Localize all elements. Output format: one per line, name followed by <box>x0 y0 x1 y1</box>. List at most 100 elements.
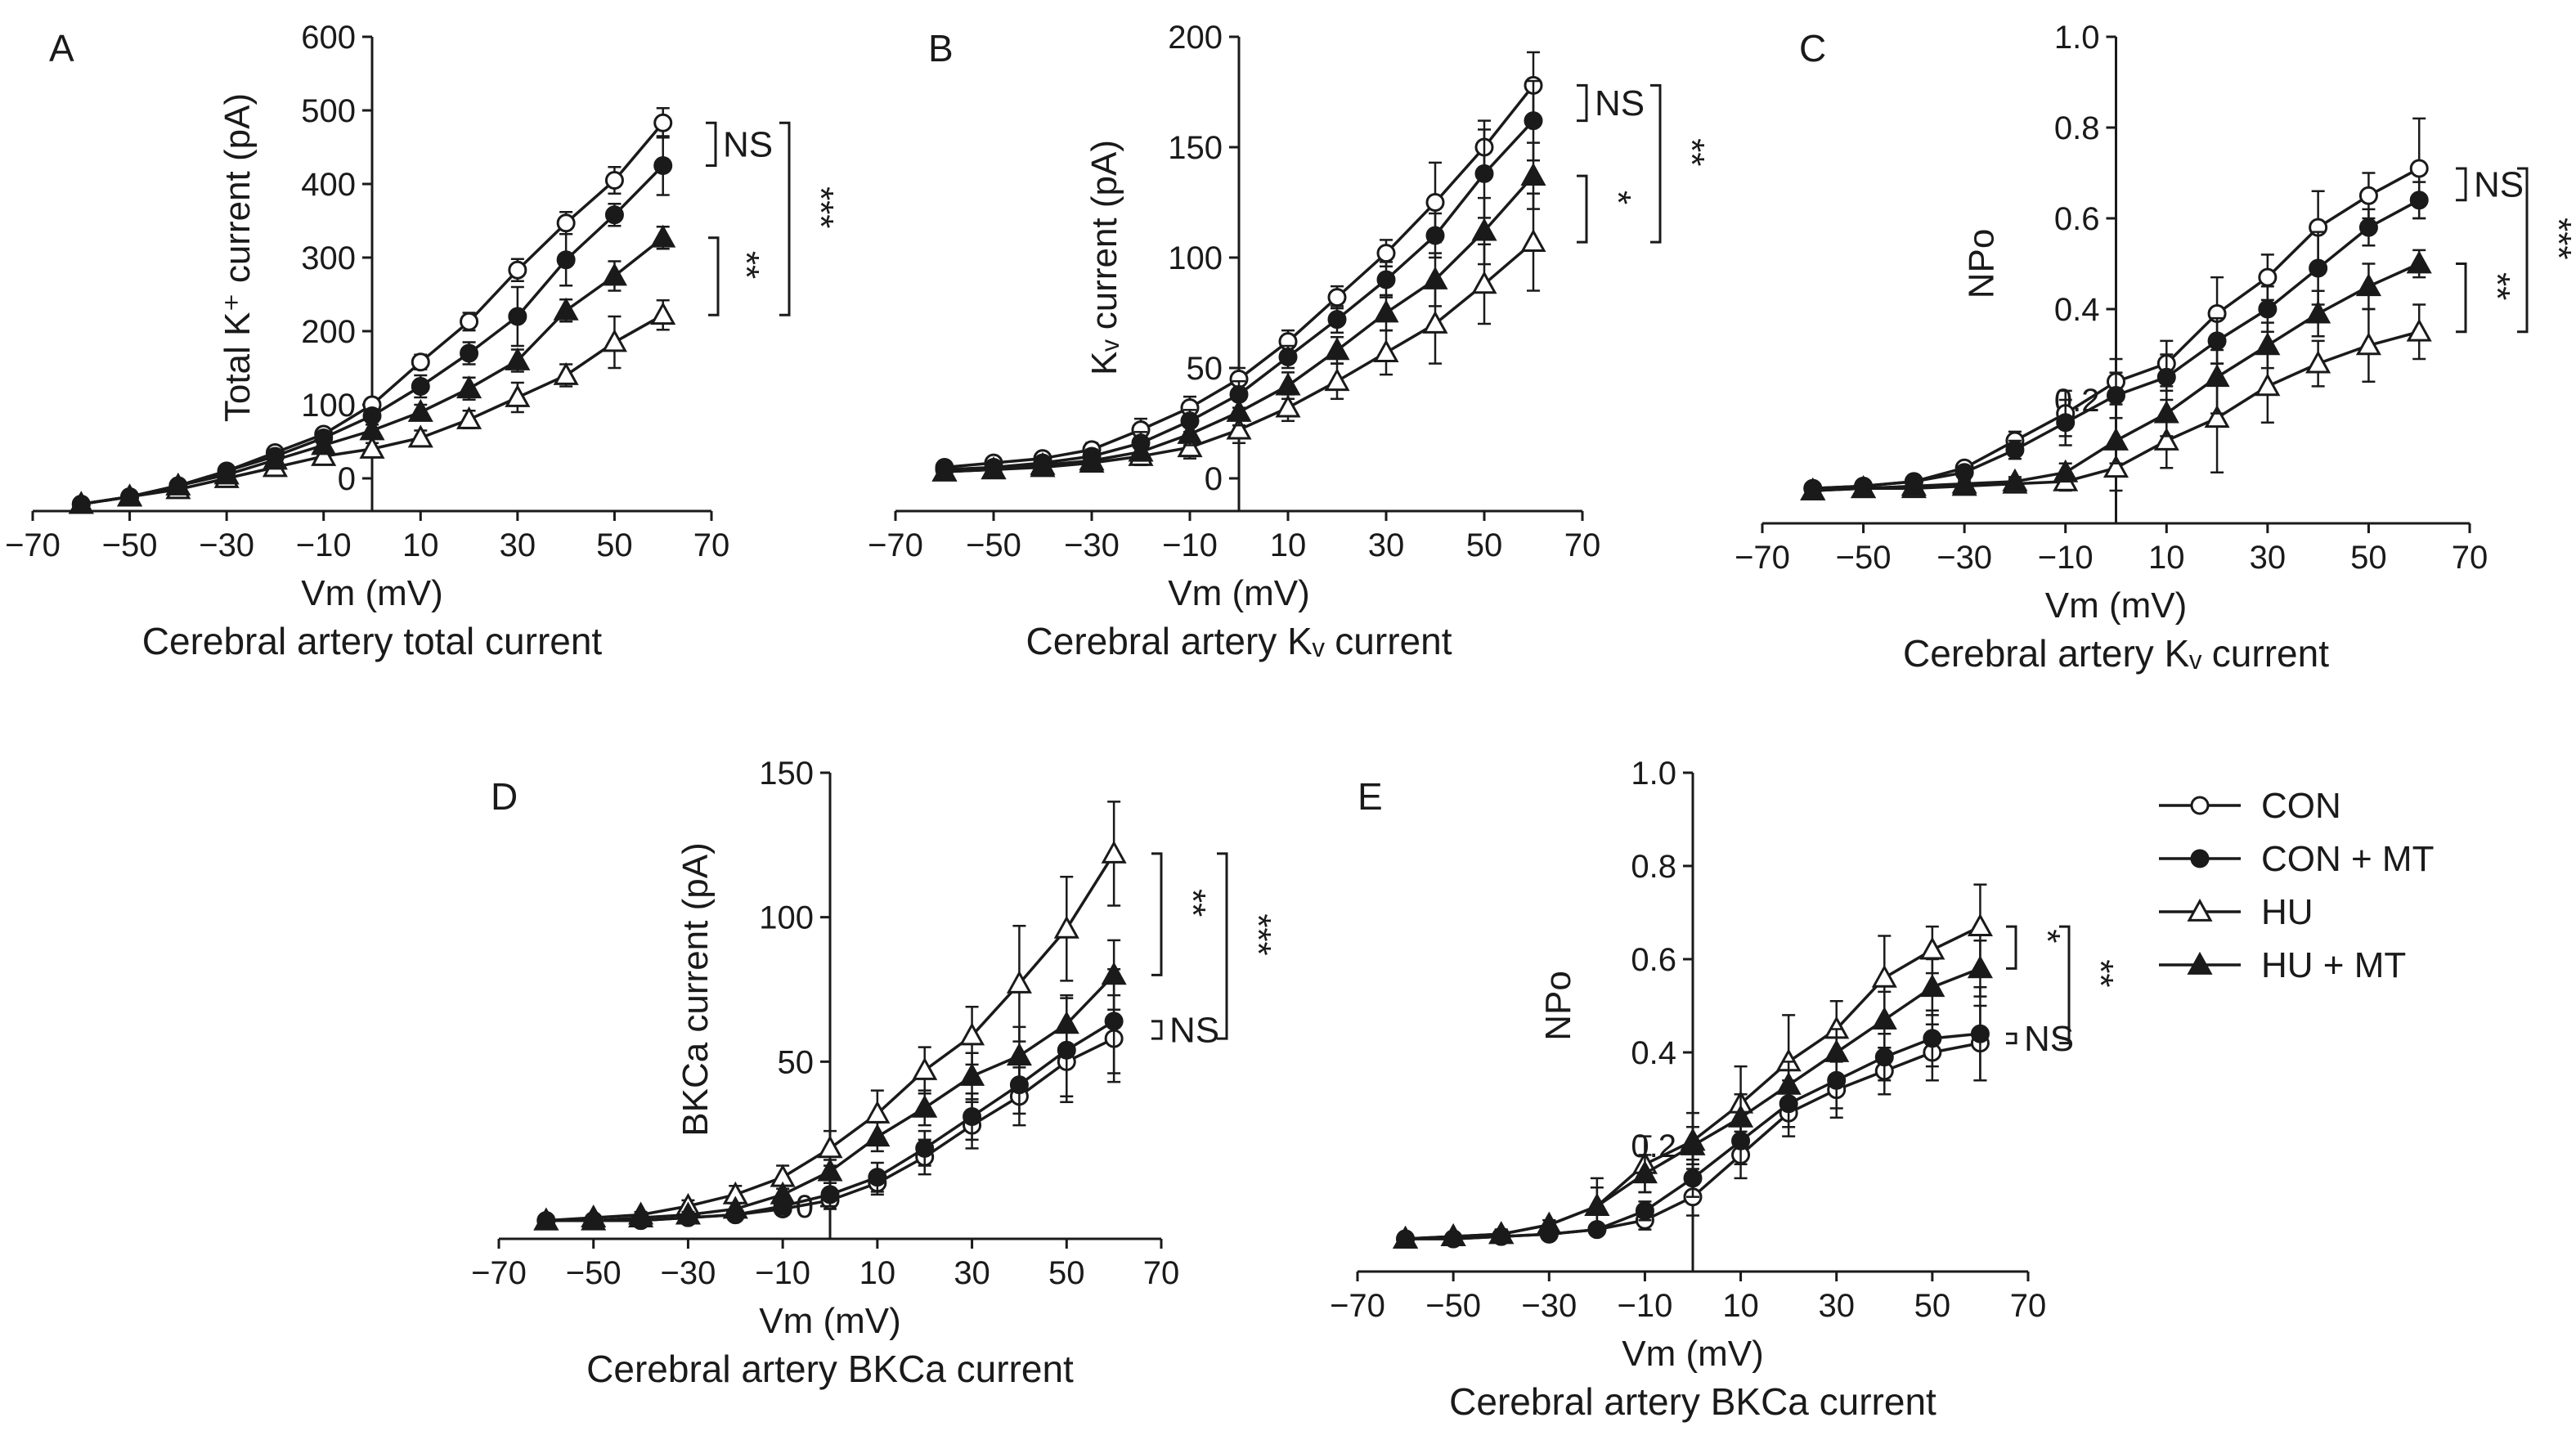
data-point <box>1324 368 1350 392</box>
data-point <box>963 1106 982 1126</box>
data-point <box>213 461 240 485</box>
legend-label: CON + MT <box>2261 839 2434 879</box>
x-tick-label: −70 <box>1735 540 1790 576</box>
data-point <box>553 361 579 385</box>
legend-item: CON + MT <box>2159 839 2434 879</box>
data-point <box>1680 1132 1706 1155</box>
data-point <box>1901 473 1927 496</box>
x-tick-label: −30 <box>1521 1288 1577 1324</box>
data-point <box>553 297 579 321</box>
x-tick-label: −10 <box>1162 527 1218 563</box>
data-point <box>604 205 624 225</box>
significance-bracket <box>2059 925 2071 1045</box>
significance-bracket <box>708 236 720 316</box>
significance-bracket <box>1577 174 1588 244</box>
data-point <box>165 472 191 496</box>
y-axis-label: NPo <box>1962 229 2002 299</box>
x-tick-label: 30 <box>954 1255 990 1291</box>
data-point <box>1683 1169 1703 1188</box>
data-point <box>1101 840 1127 864</box>
data-point <box>2204 364 2230 388</box>
significance-label: ** <box>1672 138 1712 166</box>
data-point <box>1488 1221 1515 1245</box>
data-point <box>1923 1029 1942 1048</box>
significance-bracket <box>1151 852 1163 976</box>
data-point <box>1422 310 1448 334</box>
data-point <box>508 260 527 280</box>
data-point <box>1524 111 1543 131</box>
data-point <box>1967 955 1993 979</box>
data-point <box>311 432 337 455</box>
data-point <box>2153 427 2179 451</box>
x-tick-label: −10 <box>296 527 352 563</box>
x-tick-label: −70 <box>471 1255 527 1291</box>
data-point <box>1376 270 1396 289</box>
data-point <box>1824 1038 1850 1062</box>
data-point <box>2355 332 2381 356</box>
legend-marker <box>2187 951 2213 975</box>
legend-item: HU + MT <box>2159 945 2406 985</box>
y-axis-label: Total K⁺ current (pA) <box>218 93 258 422</box>
data-point <box>2358 218 2378 237</box>
data-point <box>959 1022 985 1046</box>
data-point <box>68 491 94 514</box>
data-point <box>2406 318 2432 342</box>
y-tick-label: 150 <box>759 756 814 792</box>
series-hu-mt <box>1393 939 1993 1249</box>
data-point <box>650 224 676 248</box>
y-tick-label: 600 <box>301 20 356 56</box>
data-point <box>912 1056 938 1080</box>
data-point <box>2305 300 2331 324</box>
data-point <box>1006 1043 1032 1066</box>
data-point <box>1440 1223 1466 1247</box>
x-tick-label: −70 <box>1330 1288 1385 1324</box>
data-point <box>1871 1007 1897 1030</box>
data-point <box>1053 915 1079 939</box>
significance-label: NS <box>2024 1019 2074 1059</box>
data-point <box>456 375 482 399</box>
legend-item: HU <box>2159 892 2313 932</box>
significance-bracket <box>1151 1020 1163 1040</box>
data-point <box>1128 438 1154 462</box>
data-point <box>770 1181 796 1204</box>
y-tick-label: 0.4 <box>1631 1035 1676 1071</box>
x-tick-label: 10 <box>1722 1288 1759 1324</box>
data-point <box>262 446 288 470</box>
data-point <box>2305 350 2331 374</box>
significance-label: ** <box>726 251 766 279</box>
legend-item: CON <box>2159 786 2341 826</box>
data-point <box>1422 266 1448 289</box>
data-point <box>456 406 482 429</box>
data-point <box>1101 962 1127 985</box>
data-point <box>1177 434 1203 458</box>
legend-marker <box>2190 796 2210 815</box>
data-point <box>1327 288 1347 307</box>
panel-label: E <box>1358 775 1383 818</box>
x-tick-label: −50 <box>566 1255 622 1291</box>
y-tick-label: 0 <box>338 461 356 497</box>
data-point <box>1425 226 1445 245</box>
data-point <box>1474 164 1494 183</box>
y-tick-label: 50 <box>778 1044 815 1080</box>
data-point <box>1278 348 1298 366</box>
data-point <box>2258 267 2278 287</box>
data-point <box>2409 191 2429 210</box>
data-point <box>1775 1071 1802 1095</box>
data-point <box>2355 273 2381 297</box>
data-point <box>2406 250 2432 274</box>
significance-label: *** <box>1238 913 1278 955</box>
panel-caption: Cerebral artery BKCa current <box>586 1348 1074 1390</box>
y-tick-label: 1.0 <box>2054 20 2100 56</box>
significance-bracket <box>1650 83 1662 244</box>
data-point <box>722 1195 748 1219</box>
series-hu-mt <box>68 224 676 514</box>
data-point <box>1226 416 1252 440</box>
x-tick-label: 30 <box>1818 1288 1855 1324</box>
data-point <box>959 1062 985 1086</box>
data-point <box>460 343 479 363</box>
x-tick-label: 10 <box>859 1255 896 1291</box>
data-point <box>1728 1104 1754 1128</box>
data-point <box>653 113 673 132</box>
legend-marker <box>2187 898 2213 922</box>
data-point <box>1874 1047 1894 1067</box>
